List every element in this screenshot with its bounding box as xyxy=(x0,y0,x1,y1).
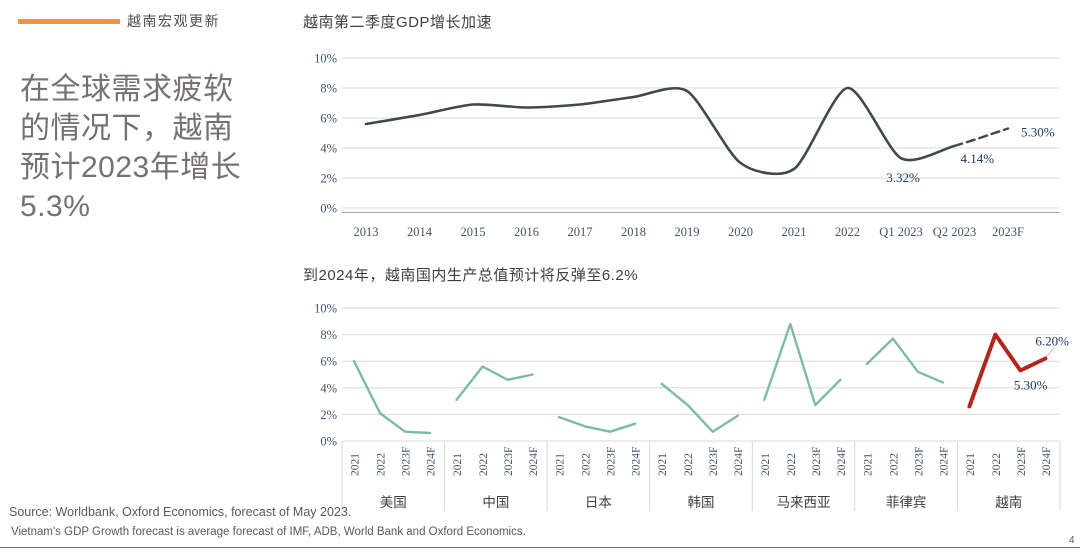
svg-text:2022: 2022 xyxy=(478,453,490,476)
svg-text:2021: 2021 xyxy=(782,225,807,239)
svg-text:2022: 2022 xyxy=(835,225,860,239)
svg-text:5.30%: 5.30% xyxy=(1014,378,1048,393)
footer-divider xyxy=(0,547,1080,548)
svg-text:2023F: 2023F xyxy=(401,447,413,476)
svg-text:10%: 10% xyxy=(314,52,337,66)
country-gdp-panel-chart: 0% 2% 4% 6% 8% 10% 2021 2022 2023F 2024F 美国 2021 202… xyxy=(314,302,1069,511)
svg-text:2021: 2021 xyxy=(760,453,772,476)
svg-text:8%: 8% xyxy=(320,328,337,342)
svg-text:日本: 日本 xyxy=(585,495,612,510)
svg-text:8%: 8% xyxy=(320,82,337,96)
svg-text:2022: 2022 xyxy=(888,453,900,476)
svg-text:2017: 2017 xyxy=(568,225,593,239)
svg-text:2021: 2021 xyxy=(965,453,977,476)
svg-text:4%: 4% xyxy=(320,142,337,156)
svg-text:马来西亚: 马来西亚 xyxy=(777,495,831,510)
svg-text:2022: 2022 xyxy=(683,453,695,476)
svg-text:菲律宾: 菲律宾 xyxy=(886,495,927,510)
svg-text:越南: 越南 xyxy=(995,495,1022,510)
svg-text:2023F: 2023F xyxy=(606,447,618,476)
svg-text:中国: 中国 xyxy=(482,495,509,510)
svg-text:2024F: 2024F xyxy=(631,447,643,476)
svg-text:0%: 0% xyxy=(320,435,337,449)
accent-bar xyxy=(18,19,120,24)
svg-text:2018: 2018 xyxy=(621,225,646,239)
source-line-1: Source: Worldbank, Oxford Economics, for… xyxy=(9,505,352,519)
source-line-2: Vietnam's GDP Growth forecast is average… xyxy=(11,526,526,538)
headline: 在全球需求疲软 的情况下，越南 预计2023年增长 5.3% xyxy=(20,73,242,223)
page-number: 4 xyxy=(1069,535,1075,546)
svg-text:2023F: 2023F xyxy=(992,225,1024,239)
svg-text:韩国: 韩国 xyxy=(688,495,715,510)
svg-text:4%: 4% xyxy=(320,381,337,395)
svg-text:2023F: 2023F xyxy=(1016,447,1028,476)
svg-text:2%: 2% xyxy=(320,172,337,186)
svg-text:4.14%: 4.14% xyxy=(961,151,995,166)
svg-text:10%: 10% xyxy=(314,302,337,316)
top-chart-title: 越南第二季度GDP增长加速 xyxy=(303,14,493,31)
svg-text:2016: 2016 xyxy=(514,225,539,239)
svg-text:2024F: 2024F xyxy=(733,447,745,476)
svg-text:2019: 2019 xyxy=(675,225,700,239)
svg-text:2024F: 2024F xyxy=(1041,447,1053,476)
bottom-chart-title: 到2024年，越南国内生产总值预计将反弹至6.2% xyxy=(303,267,639,284)
svg-text:2021: 2021 xyxy=(555,453,567,476)
svg-text:0%: 0% xyxy=(320,202,337,216)
svg-text:2021: 2021 xyxy=(862,453,874,476)
svg-text:2013: 2013 xyxy=(354,225,379,239)
vietnam-gdp-trend-chart: 0% 2% 4% 6% 8% 10% 2013 2014 2015 2016 2017 2018 201… xyxy=(314,52,1060,239)
svg-text:2015: 2015 xyxy=(461,225,486,239)
svg-text:3.32%: 3.32% xyxy=(886,170,920,185)
svg-text:5.30%: 5.30% xyxy=(1021,125,1055,140)
svg-text:2024F: 2024F xyxy=(426,447,438,476)
svg-text:美国: 美国 xyxy=(380,495,407,510)
section-label: 越南宏观更新 xyxy=(127,13,220,29)
svg-text:2022: 2022 xyxy=(786,453,798,476)
svg-text:6%: 6% xyxy=(320,355,337,369)
svg-text:2024F: 2024F xyxy=(938,447,950,476)
svg-text:2014: 2014 xyxy=(407,225,433,239)
svg-text:Q1 2023: Q1 2023 xyxy=(879,225,922,239)
svg-text:6%: 6% xyxy=(320,112,337,126)
svg-text:Q2 2023: Q2 2023 xyxy=(933,225,976,239)
svg-text:2022: 2022 xyxy=(991,453,1003,476)
svg-text:6.20%: 6.20% xyxy=(1035,334,1069,349)
svg-text:2021: 2021 xyxy=(350,453,362,476)
svg-text:2022: 2022 xyxy=(376,453,388,476)
svg-text:2020: 2020 xyxy=(728,225,753,239)
svg-text:2021: 2021 xyxy=(657,453,669,476)
svg-text:2024F: 2024F xyxy=(528,447,540,476)
svg-text:2023F: 2023F xyxy=(503,447,515,476)
svg-text:2023F: 2023F xyxy=(708,447,720,476)
svg-text:2%: 2% xyxy=(320,408,337,422)
svg-text:2024F: 2024F xyxy=(836,447,848,476)
svg-text:2023F: 2023F xyxy=(811,447,823,476)
svg-text:2021: 2021 xyxy=(452,453,464,476)
svg-text:2022: 2022 xyxy=(581,453,593,476)
svg-text:2023F: 2023F xyxy=(913,447,925,476)
